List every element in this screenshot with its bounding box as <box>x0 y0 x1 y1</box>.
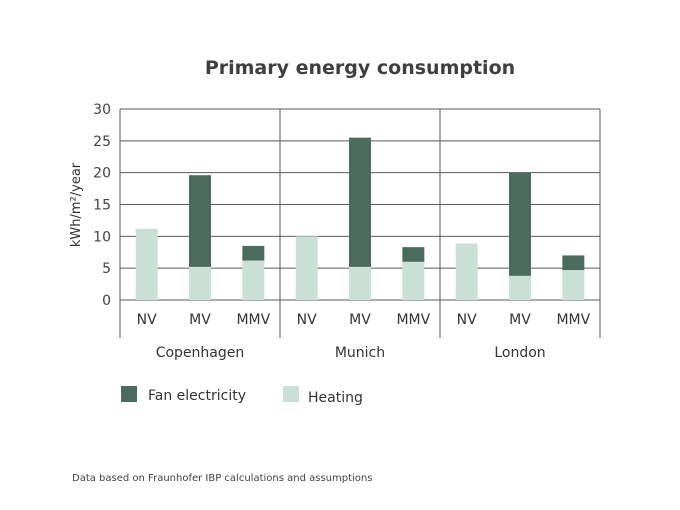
legend-label: Heating <box>308 390 363 406</box>
bar-heating <box>135 228 158 300</box>
bar-heating <box>455 243 478 300</box>
y-tick-labels: 0 5 10 15 20 25 30 <box>93 102 111 309</box>
bar-heating <box>189 266 211 300</box>
bar-fan-electricity <box>242 245 265 261</box>
bar-fan-electricity <box>509 172 531 276</box>
group-label: Copenhagen <box>156 345 245 361</box>
legend-label: Fan electricity <box>148 388 246 404</box>
bar-heating <box>295 236 318 300</box>
bars <box>135 137 585 300</box>
x-category-labels: NV MV MMV NV MV MMV NV MV MMV <box>137 312 591 328</box>
x-tick-label: MMV <box>396 312 430 328</box>
y-tick-label: 25 <box>93 134 111 150</box>
group-label: Munich <box>335 345 385 361</box>
x-tick-label: MMV <box>556 312 590 328</box>
x-group-labels: Copenhagen Munich London <box>156 345 546 361</box>
bar-fan-electricity <box>402 247 425 262</box>
bar-fan-electricity <box>349 137 371 267</box>
x-tick-label: NV <box>457 312 477 328</box>
legend-swatch <box>283 386 299 402</box>
bar-heating <box>349 266 371 300</box>
axes <box>119 109 601 338</box>
y-tick-label: 30 <box>93 102 111 118</box>
group-label: London <box>494 345 545 361</box>
legend-swatch <box>121 386 137 402</box>
bar-heating <box>562 270 585 300</box>
bar-fan-electricity <box>562 255 585 271</box>
chart-title: Primary energy consumption <box>205 57 515 79</box>
x-tick-label: MV <box>349 312 371 328</box>
x-tick-label: MV <box>509 312 531 328</box>
bar-heating <box>242 260 265 300</box>
y-tick-label: 0 <box>102 293 111 309</box>
y-tick-label: 20 <box>93 166 111 182</box>
bar-fan-electricity <box>189 175 211 267</box>
bar-heating <box>402 261 425 300</box>
legend: Fan electricity Heating <box>121 386 363 406</box>
y-tick-label: 15 <box>93 198 111 214</box>
y-tick-label: 5 <box>102 261 111 277</box>
y-tick-label: 10 <box>93 229 111 245</box>
x-tick-label: NV <box>137 312 157 328</box>
footnote: Data based on Fraunhofer IBP calculation… <box>72 473 372 484</box>
x-tick-label: MV <box>189 312 211 328</box>
x-tick-label: MMV <box>236 312 270 328</box>
bar-heating <box>509 275 531 300</box>
y-axis-label: kWh/m²/year <box>69 162 84 247</box>
x-tick-label: NV <box>297 312 317 328</box>
